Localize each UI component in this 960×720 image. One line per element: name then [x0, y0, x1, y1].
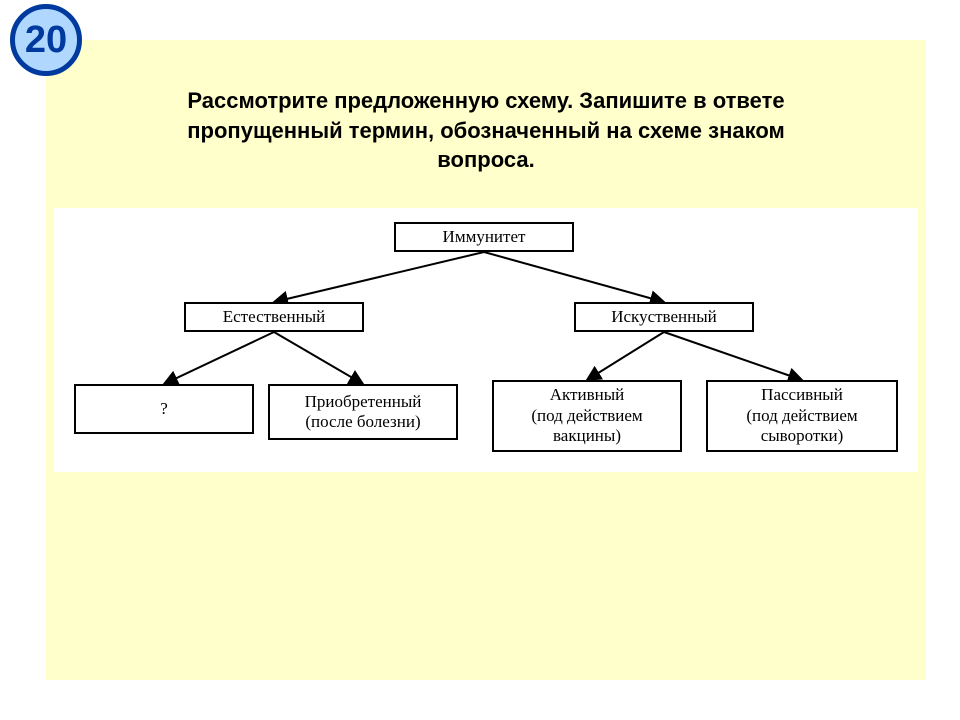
diagram-node-root: Иммунитет	[394, 222, 574, 252]
slide-background: 20 Рассмотрите предложенную схему. Запиш…	[46, 40, 926, 680]
diagram-node-q: ?	[74, 384, 254, 434]
instruction-line-3: вопроса.	[437, 147, 534, 172]
instruction-line-2: пропущенный термин, обозначенный на схем…	[187, 118, 785, 143]
diagram-node-nat: Естественный	[184, 302, 364, 332]
instruction-line-1: Рассмотрите предложенную схему. Запишите…	[187, 88, 784, 113]
question-number: 20	[25, 19, 67, 62]
question-number-badge: 20	[10, 4, 82, 76]
diagram-node-passive: Пассивный(под действиемсыворотки)	[706, 380, 898, 452]
diagram-node-active: Активный(под действиемвакцины)	[492, 380, 682, 452]
diagram-node-art: Искуственный	[574, 302, 754, 332]
instruction-text: Рассмотрите предложенную схему. Запишите…	[126, 86, 846, 175]
diagram-panel: Иммунитет Естественный Искуственный? Приобр…	[54, 208, 918, 472]
diagram-node-acq: Приобретенный(после болезни)	[268, 384, 458, 440]
